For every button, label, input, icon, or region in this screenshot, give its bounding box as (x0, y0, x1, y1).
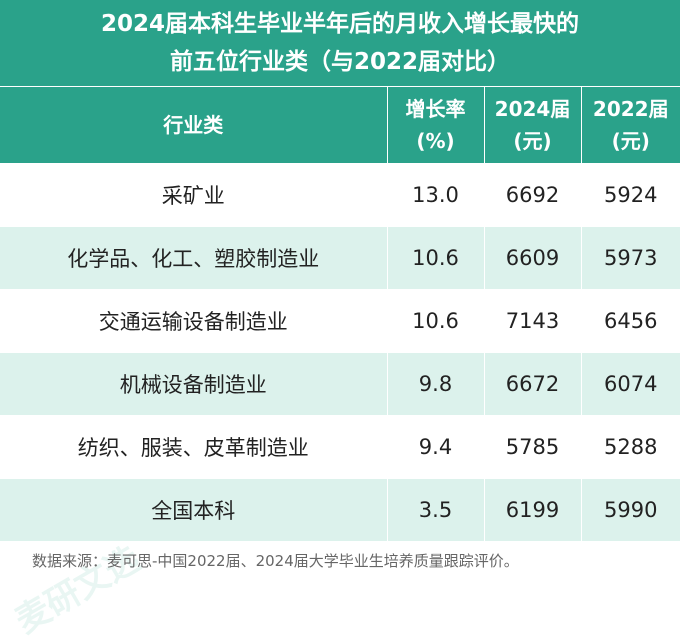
table-row: 化学品、化工、塑胶制造业 10.6 6609 5973 (0, 226, 680, 290)
table-row: 纺织、服装、皮革制造业 9.4 5785 5288 (0, 415, 680, 479)
cell-2022: 5973 (580, 226, 680, 290)
title-line-1: 2024届本科生毕业半年后的月收入增长最快的 (100, 11, 579, 37)
cell-2024: 6609 (483, 226, 581, 290)
header-industry: 行业类 (0, 86, 387, 164)
header-growth-rate: 增长率 (%) (386, 86, 484, 164)
cell-2024: 5785 (483, 415, 581, 479)
cell-growth: 9.4 (386, 415, 484, 479)
cell-industry: 采矿业 (0, 163, 387, 227)
watermark-4: 麦研文选 (9, 538, 147, 642)
data-source-note: 数据来源：麦可思-中国2022届、2024届大学毕业生培养质量跟踪评价。 (32, 552, 519, 570)
cell-industry: 机械设备制造业 (0, 352, 387, 416)
cell-2022: 5288 (580, 415, 680, 479)
table-row: 交通运输设备制造业 10.6 7143 6456 (0, 289, 680, 353)
cell-industry: 全国本科 (0, 478, 387, 541)
cell-2022: 6074 (580, 352, 680, 416)
header-2024: 2024届 (元) (483, 86, 581, 164)
title-line-2: 前五位行业类（与2022届对比） (169, 49, 510, 75)
cell-2022: 5990 (580, 478, 680, 541)
cell-2022: 5924 (580, 163, 680, 227)
table-header-row: 行业类 增长率 (%) 2024届 (元) 2022届 (元) (0, 86, 680, 164)
cell-growth: 10.6 (386, 226, 484, 290)
cell-growth: 13.0 (386, 163, 484, 227)
table-row: 采矿业 13.0 6692 5924 (0, 163, 680, 227)
cell-2024: 6199 (483, 478, 581, 541)
cell-industry: 化学品、化工、塑胶制造业 (0, 226, 387, 290)
cell-2022: 6456 (580, 289, 680, 353)
cell-growth: 3.5 (386, 478, 484, 541)
cell-industry: 纺织、服装、皮革制造业 (0, 415, 387, 479)
table-row: 全国本科 3.5 6199 5990 (0, 478, 680, 541)
cell-industry: 交通运输设备制造业 (0, 289, 387, 353)
cell-growth: 10.6 (386, 289, 484, 353)
cell-growth: 9.8 (386, 352, 484, 416)
table-row: 机械设备制造业 9.8 6672 6074 (0, 352, 680, 416)
page-title: 2024届本科生毕业半年后的月收入增长最快的 前五位行业类（与2022届对比） (0, 0, 680, 86)
cell-2024: 6692 (483, 163, 581, 227)
cell-2024: 7143 (483, 289, 581, 353)
header-2022: 2022届 (元) (580, 86, 680, 164)
income-table: 行业类 增长率 (%) 2024届 (元) 2022届 (元) 采矿业 13.0… (0, 86, 680, 541)
cell-2024: 6672 (483, 352, 581, 416)
